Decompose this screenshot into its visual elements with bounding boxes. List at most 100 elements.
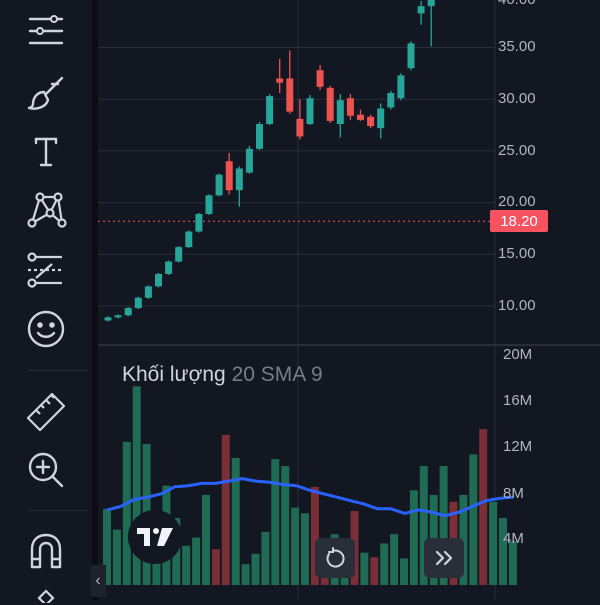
volume-bar bbox=[202, 494, 210, 585]
candle-body bbox=[377, 108, 385, 129]
candle-body bbox=[326, 87, 334, 121]
candle-body bbox=[195, 213, 203, 232]
candle-body bbox=[286, 78, 294, 112]
reset-chart-button[interactable] bbox=[315, 538, 355, 578]
volume-bar bbox=[291, 507, 300, 585]
volume-bar bbox=[459, 494, 468, 585]
candle-body bbox=[407, 43, 415, 69]
volume-bar bbox=[360, 552, 369, 585]
price-axis-label: 25.00 bbox=[498, 142, 536, 159]
volume-axis-label: 12M bbox=[503, 438, 533, 455]
volume-bar bbox=[271, 459, 280, 585]
tradingview-logo-icon bbox=[137, 528, 173, 546]
text-icon[interactable] bbox=[22, 127, 70, 175]
candle-body bbox=[306, 98, 314, 125]
candle-body bbox=[357, 114, 364, 120]
price-axis-label: 30.00 bbox=[498, 90, 536, 107]
forecast-icon[interactable] bbox=[22, 246, 70, 294]
collapse-toolbar-button[interactable]: ‹ bbox=[90, 565, 106, 597]
candle-body bbox=[104, 317, 112, 321]
emoji-icon[interactable] bbox=[22, 305, 70, 353]
sma-line bbox=[106, 477, 514, 518]
volume-bar bbox=[301, 513, 309, 585]
candle-body bbox=[124, 308, 132, 316]
volume-bar bbox=[400, 558, 408, 585]
candle-body bbox=[155, 273, 162, 287]
volume-axis-label: 8M bbox=[503, 485, 524, 502]
volume-axis-label: 16M bbox=[503, 392, 533, 409]
price-axis-label: 35.00 bbox=[498, 38, 536, 55]
candle-body bbox=[276, 78, 284, 83]
ruler-icon[interactable] bbox=[22, 386, 70, 434]
volume-bar bbox=[281, 466, 290, 585]
candle-body bbox=[346, 98, 354, 116]
volume-bar bbox=[310, 486, 319, 585]
candle-body bbox=[336, 100, 344, 125]
candle-body bbox=[205, 195, 213, 214]
candle-body bbox=[235, 168, 243, 191]
volume-bar bbox=[469, 454, 478, 585]
pattern-icon[interactable] bbox=[22, 185, 70, 233]
price-axis-label: 15.00 bbox=[498, 245, 536, 262]
volume-bar bbox=[221, 434, 230, 585]
zoom-in-icon[interactable] bbox=[22, 446, 70, 494]
volume-bar bbox=[419, 466, 428, 585]
candle-body bbox=[266, 96, 274, 125]
volume-bar bbox=[508, 541, 517, 585]
volume-bar bbox=[261, 531, 270, 585]
price-axis-label: 20.00 bbox=[498, 193, 536, 210]
candle-body bbox=[296, 118, 304, 137]
volume-bar bbox=[499, 518, 507, 585]
indicator-params: 20 SMA 9 bbox=[231, 363, 323, 386]
candle-body bbox=[245, 148, 253, 173]
volume-bar bbox=[370, 557, 379, 585]
volume-bar bbox=[112, 529, 121, 585]
volume-bar bbox=[231, 457, 240, 585]
candle-body bbox=[427, 0, 435, 7]
candle-body bbox=[215, 174, 223, 196]
volume-bar bbox=[489, 501, 498, 585]
candle-body bbox=[144, 286, 152, 298]
volume-bar bbox=[241, 564, 250, 585]
candle-body bbox=[134, 297, 142, 309]
toolbar-separator bbox=[28, 370, 88, 371]
drawing-toolbar bbox=[0, 0, 92, 603]
volume-bar bbox=[409, 490, 418, 585]
double-chevron-right-icon bbox=[435, 550, 453, 566]
volume-axis-label: 20M bbox=[503, 346, 533, 363]
scroll-to-realtime-button[interactable] bbox=[424, 538, 464, 578]
indicator-name: Khối lượng bbox=[122, 363, 226, 386]
candle-body bbox=[114, 315, 122, 318]
toolbar-border bbox=[92, 0, 98, 600]
candle-body bbox=[175, 247, 183, 262]
volume-axis-label: 4M bbox=[503, 530, 524, 547]
volume-bar bbox=[251, 553, 260, 585]
candle-body bbox=[316, 70, 324, 87]
candle-body bbox=[225, 161, 233, 191]
candle-body bbox=[387, 92, 395, 108]
more-tools-icon[interactable] bbox=[22, 585, 70, 605]
chart-pane[interactable]: 40.00 35.00 30.00 25.00 20.00 15.00 10.0… bbox=[98, 0, 600, 600]
magnet-icon[interactable] bbox=[22, 527, 70, 575]
volume-indicator-legend[interactable]: Khối lượng 20 SMA 9 bbox=[122, 363, 323, 387]
candle-body bbox=[367, 116, 375, 127]
price-axis-label: 10.00 bbox=[498, 297, 536, 314]
volume-bar bbox=[380, 543, 389, 585]
lines-menu-icon[interactable] bbox=[22, 7, 70, 55]
volume-bar bbox=[122, 441, 131, 585]
candle-body bbox=[185, 231, 193, 248]
volume-bar bbox=[192, 537, 201, 585]
volume-bar bbox=[182, 545, 191, 585]
chevron-left-icon: ‹ bbox=[95, 572, 101, 589]
volume-bar bbox=[439, 466, 448, 585]
candle-body bbox=[165, 261, 173, 274]
tradingview-logo-button[interactable] bbox=[128, 510, 182, 564]
price-axis-label: 40.00 bbox=[498, 0, 548, 8]
volume-bar bbox=[390, 534, 399, 585]
brush-icon[interactable] bbox=[22, 68, 70, 116]
candle-body bbox=[417, 6, 425, 14]
toolbar-separator bbox=[28, 510, 88, 511]
volume-bar bbox=[132, 386, 141, 585]
last-price-label: 18.20 bbox=[490, 210, 548, 232]
candle-body bbox=[397, 75, 405, 99]
